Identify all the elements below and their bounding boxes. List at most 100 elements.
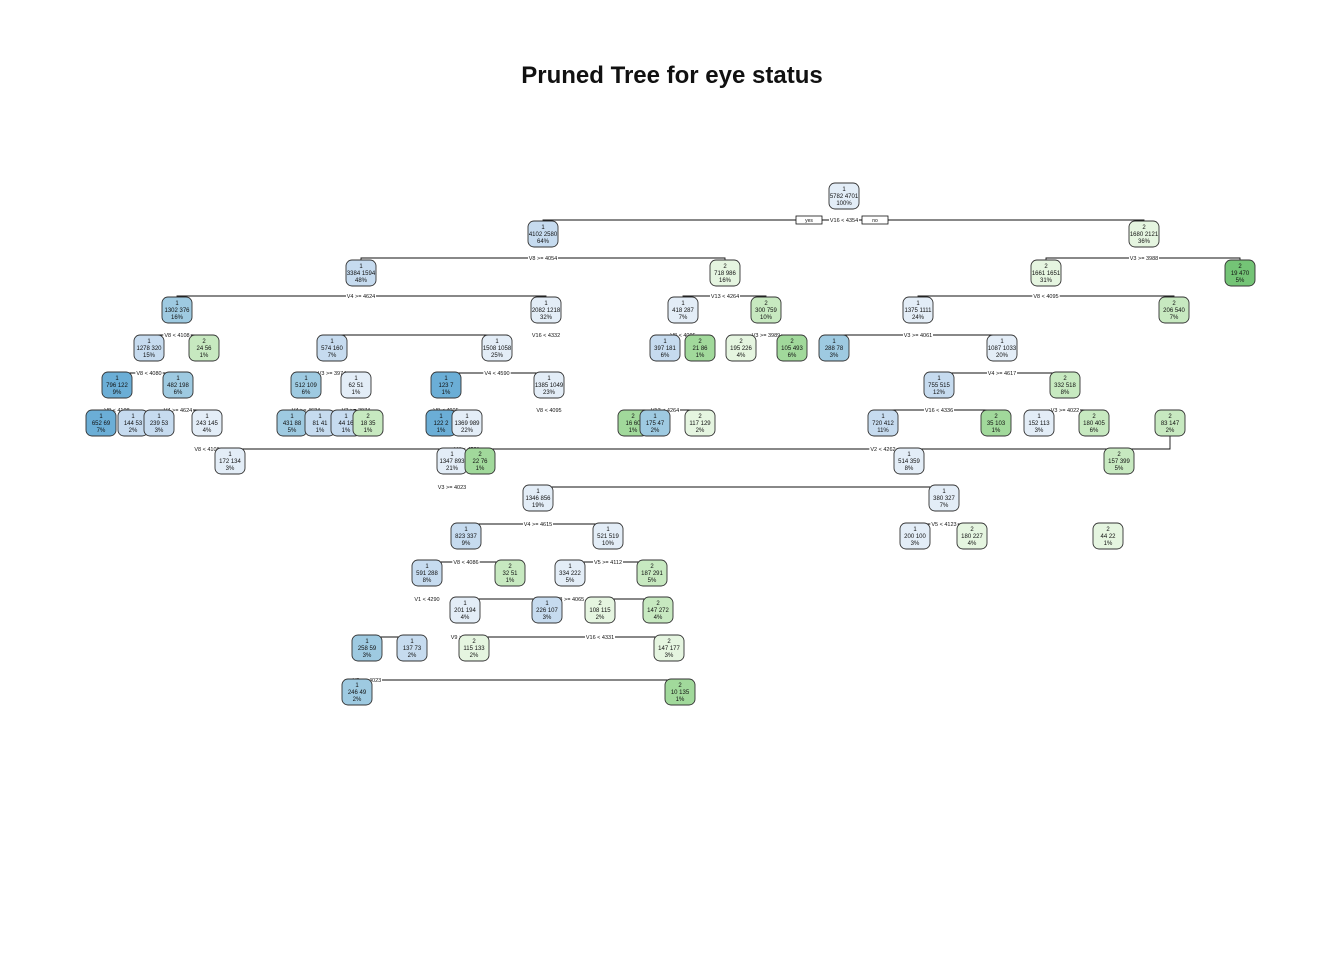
node-counts: 1508 1058 (483, 346, 512, 352)
split-rule-label: V8 < 4108 (194, 447, 219, 453)
node-counts: 21 86 (692, 346, 708, 352)
node-percent: 1% (696, 353, 705, 359)
split-rule-label: V5 >= 4112 (594, 560, 622, 566)
split-rule-label: V3 >= 4061 (904, 333, 932, 339)
node-percent: 15% (143, 353, 156, 359)
node-counts: 1385 1049 (535, 383, 564, 389)
node-box (584, 596, 616, 624)
node-counts: 83 147 (1161, 421, 1180, 427)
node-class: 1 (937, 376, 941, 382)
node-counts: 24 56 (196, 346, 212, 352)
node-class: 1 (606, 527, 610, 533)
node-box (340, 371, 372, 399)
node-class: 1 (663, 339, 667, 345)
node-counts: 123 7 (438, 383, 454, 389)
node-counts: 397 181 (654, 346, 676, 352)
node-class: 1 (907, 452, 911, 458)
node-class: 1 (465, 414, 469, 420)
split-label-bg (103, 407, 131, 413)
node-box (709, 259, 741, 287)
split-label-bg (163, 332, 191, 338)
node-counts: 591 288 (416, 571, 438, 577)
node-percent: 1% (200, 353, 209, 359)
node-box (188, 334, 220, 362)
node-box (352, 409, 384, 437)
node-percent: 1% (476, 466, 485, 472)
node-box (1224, 259, 1256, 287)
node-percent: 1% (316, 428, 325, 434)
node-percent: 3% (911, 541, 920, 547)
node-box (133, 334, 165, 362)
split-label-bg (829, 217, 859, 223)
node-class: 1 (330, 339, 334, 345)
split-rule-label: V16 < 4332 (532, 333, 560, 339)
node-box (481, 334, 513, 362)
node-box (464, 447, 496, 475)
node-class: 1 (495, 339, 499, 345)
node-percent: 21% (446, 466, 459, 472)
node-box (531, 596, 563, 624)
node-percent: 2% (651, 428, 660, 434)
node-percent: 3% (665, 653, 674, 659)
tree-node: 232 511% (494, 559, 526, 587)
node-class: 2 (994, 414, 998, 420)
split-label-bg (987, 370, 1017, 376)
split-label-bg (1129, 255, 1159, 261)
node-counts: 180 227 (961, 534, 983, 540)
node-box (986, 334, 1018, 362)
node-box (684, 334, 716, 362)
node-percent: 1% (352, 390, 361, 396)
node-class: 1 (228, 452, 232, 458)
node-counts: 105 493 (781, 346, 803, 352)
node-box (776, 334, 808, 362)
node-counts: 796 122 (106, 383, 128, 389)
node-counts: 288 78 (825, 346, 844, 352)
node-class: 1 (410, 639, 414, 645)
node-counts: 3384 1594 (347, 271, 376, 277)
node-counts: 16 60 (625, 421, 641, 427)
tree-edge (537, 485, 945, 488)
node-percent: 1% (629, 428, 638, 434)
node-percent: 6% (788, 353, 797, 359)
node-counts: 574 160 (321, 346, 343, 352)
node-class: 1 (536, 489, 540, 495)
split-label-bg (291, 407, 321, 413)
node-box (642, 596, 674, 624)
node-counts: 332 518 (1054, 383, 1076, 389)
node-percent: 3% (363, 653, 372, 659)
node-counts: 300 759 (755, 308, 777, 314)
split-label-bg (528, 255, 558, 261)
node-percent: 2% (696, 428, 705, 434)
node-class: 2 (698, 339, 702, 345)
node-percent: 9% (462, 541, 471, 547)
node-percent: 5% (288, 428, 297, 434)
node-percent: 3% (1035, 428, 1044, 434)
split-rule-label: V8 < 4080 (136, 371, 161, 377)
node-box (143, 409, 175, 437)
node-percent: 1% (1104, 541, 1113, 547)
node-box (1078, 409, 1110, 437)
node-percent: 3% (155, 428, 164, 434)
split-rule-label: V1 < 4290 (414, 597, 439, 603)
node-percent: 20% (996, 353, 1009, 359)
node-class: 1 (544, 301, 548, 307)
split-rule-label: V8 >= 4065 (556, 597, 584, 603)
node-class: 1 (464, 527, 468, 533)
tree-node: 221 861% (684, 334, 716, 362)
node-percent: 19% (532, 503, 545, 509)
